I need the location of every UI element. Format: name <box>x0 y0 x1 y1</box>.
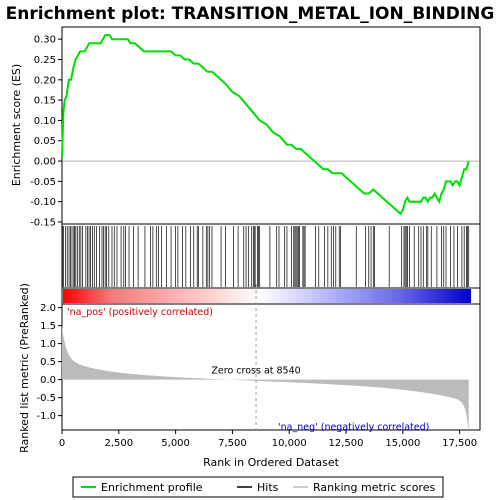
legend: Enrichment profile Hits Ranking metric s… <box>72 476 444 498</box>
x-tick-label: 0 <box>59 438 65 449</box>
es-tick-label: 0.10 <box>34 116 56 127</box>
metric-tick-label: -0.5 <box>36 393 56 404</box>
es-tick-label: -0.10 <box>30 197 56 208</box>
hits-marks <box>62 226 470 287</box>
metric-tick-label: 0.5 <box>40 357 56 368</box>
metric-tick-label: -1.0 <box>36 411 56 422</box>
legend-label-enrichment: Enrichment profile <box>101 481 203 494</box>
enrichment-profile-line <box>61 34 470 216</box>
pos-correlated-label: 'na_pos' (positively correlated) <box>67 307 213 318</box>
metric-tick-label: 0.0 <box>40 375 56 386</box>
x-tick-label: 17,500 <box>442 438 477 449</box>
x-tick-label: 2,500 <box>104 438 133 449</box>
ranking-metric-area <box>62 325 469 435</box>
es-tick-label: 0.00 <box>34 157 56 168</box>
es-panel <box>61 26 481 225</box>
x-axis-label: Rank in Ordered Dataset <box>203 456 340 469</box>
metric-panel <box>61 303 481 431</box>
chart-title: Enrichment plot: TRANSITION_METAL_ION_BI… <box>6 4 495 24</box>
x-tick-label: 7,500 <box>218 438 247 449</box>
zero-cross-label: Zero cross at 8540 <box>211 366 300 377</box>
metric-tick-label: 1.5 <box>40 321 56 332</box>
neg-correlated-label: 'na_neg' (negatively correlated) <box>278 422 429 433</box>
rank-color-bar <box>63 289 471 303</box>
x-tick-label: 10,000 <box>272 438 307 449</box>
x-tick-label: 5,000 <box>161 438 190 449</box>
es-tick-label: 0.20 <box>34 75 56 86</box>
metric-ylabel: Ranked list metric (PreRanked) <box>18 283 31 453</box>
hits-panel <box>61 223 481 289</box>
es-tick-label: 0.25 <box>34 55 56 66</box>
x-axis: 0 2,500 5,000 7,500 10,000 12,500 15,000 17,500 <box>59 430 477 449</box>
es-tick-label: 0.15 <box>34 96 56 107</box>
es-tick-label: -0.05 <box>30 177 56 188</box>
es-ylabel: Enrichment score (ES) <box>10 64 23 186</box>
es-axis: -0.15 -0.10 -0.05 0.00 0.05 0.10 0.15 0.20 0.25 0… <box>30 35 62 228</box>
metric-axis: -1.0 -0.5 0.0 0.5 1.0 1.5 2.0 <box>36 303 62 422</box>
metric-tick-label: 1.0 <box>40 339 56 350</box>
metric-tick-label: 2.0 <box>40 303 56 314</box>
es-tick-label: 0.05 <box>34 136 56 147</box>
legend-label-hits: Hits <box>257 481 279 494</box>
legend-label-metric: Ranking metric scores <box>313 481 435 494</box>
es-tick-label: -0.15 <box>30 217 56 228</box>
legend-box <box>72 476 444 498</box>
es-tick-label: 0.30 <box>34 35 56 46</box>
x-tick-label: 15,000 <box>385 438 420 449</box>
x-tick-label: 12,500 <box>329 438 364 449</box>
